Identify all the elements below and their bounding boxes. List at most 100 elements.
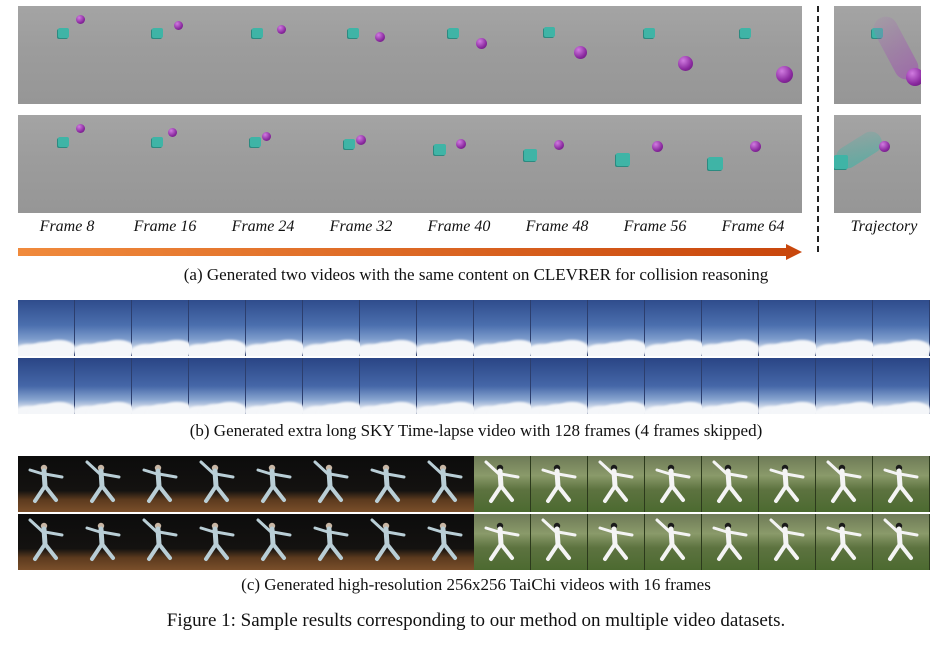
- taichi-frame-outdoor: [531, 456, 588, 512]
- taichi-frame-dark: [417, 456, 474, 512]
- sky-frame: [873, 358, 930, 414]
- purple-sphere: [375, 32, 385, 42]
- cloud-shape: [213, 340, 246, 356]
- clevrer-frame: [214, 6, 312, 104]
- sky-frame: [474, 300, 531, 356]
- taichi-figure: [256, 518, 292, 561]
- taichi-figure: [883, 464, 919, 503]
- taichi-video-row-1: [18, 456, 932, 512]
- frame-label: Frame 8: [39, 218, 95, 235]
- taichi-figure: [826, 460, 862, 503]
- sky-frame: [816, 358, 873, 414]
- trajectory-image-2: [834, 115, 921, 213]
- sky-video-row-1: [18, 300, 932, 356]
- taichi-figure: [28, 464, 64, 503]
- clevrer-frame: [410, 6, 508, 104]
- sky-frame: [18, 300, 75, 356]
- taichi-frame-outdoor: [474, 456, 531, 512]
- clevrer-frame: [508, 115, 606, 213]
- taichi-frame-dark: [75, 456, 132, 512]
- cyan-cube: [348, 28, 359, 38]
- clevrer-frame: [410, 115, 508, 213]
- clevrer-frame: [606, 115, 704, 213]
- taichi-figure: [712, 460, 748, 503]
- taichi-figure: [598, 522, 634, 561]
- cyan-cube: [524, 149, 537, 161]
- purple-sphere: [750, 141, 761, 152]
- taichi-figure: [199, 522, 235, 561]
- time-arrow: [18, 244, 802, 260]
- cloud-shape: [726, 340, 759, 356]
- cloud-shape: [555, 402, 588, 414]
- taichi-frame-dark: [75, 514, 132, 570]
- cloud-shape: [443, 402, 474, 414]
- taichi-video-row-2: [18, 514, 932, 570]
- taichi-frame-outdoor: [759, 514, 816, 570]
- cyan-cube: [616, 153, 630, 166]
- clevrer-frame: [704, 6, 802, 104]
- separator-dashed-line: [817, 6, 819, 252]
- taichi-frame-outdoor: [816, 514, 873, 570]
- taichi-frame-dark: [18, 514, 75, 570]
- taichi-figure: [313, 460, 349, 503]
- cloud-shape: [272, 402, 303, 414]
- taichi-figure: [541, 518, 577, 561]
- taichi-figure: [142, 518, 178, 561]
- taichi-figure: [370, 464, 406, 503]
- sky-frame: [873, 300, 930, 356]
- taichi-frame-outdoor: [588, 514, 645, 570]
- cloud-shape: [502, 402, 531, 414]
- sky-frame: [645, 358, 702, 414]
- clevrer-frame: [312, 6, 410, 104]
- sky-frame: [702, 300, 759, 356]
- taichi-figure: [769, 518, 805, 561]
- taichi-frame-dark: [360, 456, 417, 512]
- cyan-cube: [152, 137, 163, 147]
- sky-video-row-2: [18, 358, 932, 414]
- taichi-figure: [142, 464, 178, 503]
- cyan-cube: [252, 28, 263, 38]
- cloud-shape: [213, 402, 246, 414]
- taichi-frame-dark: [189, 456, 246, 512]
- taichi-figure: [769, 464, 805, 503]
- taichi-figure: [427, 522, 463, 561]
- sky-frame: [132, 300, 189, 356]
- cloud-shape: [101, 402, 132, 414]
- clevrer-frame: [18, 115, 116, 213]
- taichi-frame-outdoor: [702, 456, 759, 512]
- taichi-frame-dark: [417, 514, 474, 570]
- clevrer-frame: [606, 6, 704, 104]
- taichi-frame-dark: [303, 456, 360, 512]
- taichi-frame-outdoor: [702, 514, 759, 570]
- taichi-frame-outdoor: [873, 514, 930, 570]
- taichi-figure: [427, 460, 463, 503]
- clevrer-frame: [18, 6, 116, 104]
- sky-frame: [75, 358, 132, 414]
- frame-labels: Frame 8 Frame 16 Frame 24 Frame 32 Frame…: [18, 218, 802, 236]
- cloud-shape: [726, 402, 759, 414]
- cyan-cube: [58, 28, 69, 38]
- taichi-figure: [370, 518, 406, 561]
- frame-label: Frame 48: [525, 218, 589, 235]
- frame-label: Frame 24: [231, 218, 295, 235]
- frame-label: Frame 32: [329, 218, 393, 235]
- purple-sphere: [174, 21, 183, 30]
- taichi-figure: [541, 464, 577, 503]
- sky-frame: [189, 300, 246, 356]
- sky-frame: [132, 358, 189, 414]
- purple-sphere: [168, 128, 177, 137]
- taichi-figure: [85, 460, 121, 503]
- taichi-figure: [484, 522, 520, 561]
- taichi-figure: [883, 518, 919, 561]
- cloud-shape: [331, 340, 360, 356]
- cyan-cube: [434, 144, 446, 155]
- sky-frame: [303, 358, 360, 414]
- clevrer-frame: [116, 6, 214, 104]
- purple-sphere: [879, 141, 890, 152]
- cloud-shape: [844, 402, 873, 414]
- cyan-cube: [58, 137, 69, 147]
- sky-frame: [360, 358, 417, 414]
- taichi-frame-dark: [132, 514, 189, 570]
- taichi-frame-outdoor: [645, 514, 702, 570]
- taichi-figure: [826, 522, 862, 561]
